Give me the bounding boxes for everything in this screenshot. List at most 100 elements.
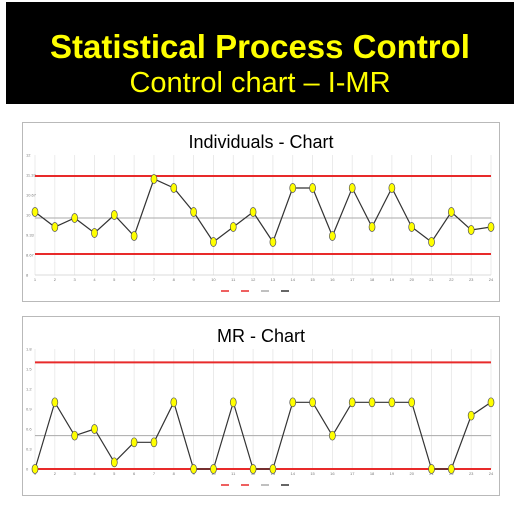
individuals-data-point	[408, 222, 416, 232]
mr-data-point	[368, 397, 376, 408]
individuals-x-tick-label: 24	[489, 277, 494, 282]
individuals-x-tick-label: 3	[74, 277, 77, 282]
individuals-x-tick-label: 13	[271, 277, 276, 282]
individuals-data-point	[348, 183, 356, 193]
mr-data-point	[309, 397, 316, 408]
individuals-data-point	[447, 207, 455, 217]
individuals-y-tick-label: 10	[26, 213, 31, 218]
individuals-x-tick-label: 1	[34, 277, 37, 282]
mr-x-tick-label: 15	[310, 471, 315, 476]
mr-x-tick-label: 19	[390, 471, 395, 476]
mr-data-point	[408, 397, 416, 408]
mr-data-point	[210, 464, 217, 474]
individuals-x-tick-label: 14	[291, 277, 296, 282]
individuals-x-tick-label: 8	[173, 277, 176, 282]
mr-y-tick-label: 0.6	[26, 427, 32, 432]
individuals-x-tick-label: 4	[93, 277, 96, 282]
individuals-data-point	[110, 210, 118, 220]
individuals-y-tick-label: 8.67	[26, 253, 35, 258]
mr-data-point	[467, 410, 475, 421]
individuals-data-point	[130, 231, 138, 241]
individuals-chart-title: Individuals - Chart	[188, 132, 333, 152]
individuals-y-tick-label: 8	[26, 273, 29, 278]
individuals-chart-panel: Individuals - Chart 8 8.67 9.33 10 10.67 11.33…	[22, 122, 500, 302]
individuals-y-tick-label: 10.67	[26, 193, 37, 198]
title-banner: Statistical Process Control Control char…	[6, 2, 514, 104]
individuals-x-tick-label: 10	[211, 277, 216, 282]
individuals-data-point	[428, 237, 435, 247]
mr-y-tick-label: 0.3	[26, 447, 32, 452]
mr-data-point	[51, 397, 59, 408]
individuals-x-tick-label: 19	[390, 277, 395, 282]
individuals-x-tick-label: 12	[251, 277, 256, 282]
mr-data-point	[269, 464, 277, 474]
mr-x-tick-label: 2	[54, 471, 57, 476]
individuals-x-tick-label: 20	[409, 277, 414, 282]
mr-data-point	[289, 397, 297, 408]
individuals-data-point	[368, 222, 376, 232]
mr-data-point	[428, 464, 435, 474]
individuals-x-tick-label: 9	[192, 277, 195, 282]
mr-data-point	[329, 430, 336, 441]
individuals-data-point	[487, 222, 495, 232]
mr-chart-panel: MR - Chart00.30.60.91.21.51.812345678910…	[22, 316, 500, 496]
individuals-data-point	[51, 222, 59, 232]
mr-x-tick-label: 7	[153, 471, 156, 476]
individuals-x-tick-label: 7	[153, 277, 156, 282]
mr-data-point	[190, 464, 197, 474]
individuals-data-point	[170, 183, 178, 193]
individuals-x-tick-label: 23	[469, 277, 474, 282]
individuals-data-point	[210, 237, 217, 247]
mr-chart: MR - Chart00.30.60.91.21.51.812345678910…	[26, 326, 495, 486]
mr-data-point	[249, 464, 257, 474]
individuals-data-point	[329, 231, 336, 241]
mr-chart-title: MR - Chart	[217, 326, 305, 346]
individuals-x-tick-label: 17	[350, 277, 355, 282]
mr-x-tick-label: 6	[133, 471, 136, 476]
individuals-data-point	[269, 237, 277, 247]
individuals-data-point	[190, 207, 197, 217]
mr-x-tick-label: 16	[330, 471, 335, 476]
individuals-x-tick-label: 22	[449, 277, 454, 282]
mr-x-tick-label: 11	[231, 471, 236, 476]
individuals-y-tick-label: 12	[26, 153, 31, 158]
mr-x-tick-label: 20	[409, 471, 414, 476]
individuals-data-point	[289, 183, 297, 193]
mr-data-point	[110, 457, 118, 468]
mr-x-tick-label: 14	[291, 471, 296, 476]
mr-x-tick-label: 4	[93, 471, 96, 476]
mr-data-point	[130, 437, 138, 448]
mr-data-point	[71, 430, 79, 441]
individuals-x-tick-label: 11	[231, 277, 236, 282]
mr-y-tick-label: 0.9	[26, 407, 32, 412]
individuals-data-point	[91, 228, 98, 238]
mr-data-line	[34, 400, 492, 470]
mr-y-tick-label: 1.2	[26, 387, 32, 392]
mr-x-tick-label: 3	[74, 471, 77, 476]
mr-data-point	[348, 397, 356, 408]
mr-x-tick-label: 24	[489, 471, 494, 476]
individuals-data-point	[71, 213, 79, 223]
banner-subtitle: Control chart – I-MR	[129, 67, 391, 99]
mr-x-tick-label: 8	[173, 471, 176, 476]
mr-data-point	[487, 397, 495, 408]
individuals-data-point	[249, 207, 257, 217]
mr-x-tick-label: 18	[370, 471, 375, 476]
mr-data-point	[229, 397, 237, 408]
individuals-data-point	[309, 183, 316, 193]
mr-data-point	[91, 424, 98, 434]
mr-y-tick-label: 0	[26, 467, 29, 472]
mr-data-point	[447, 464, 455, 474]
individuals-x-tick-label: 6	[133, 277, 136, 282]
individuals-y-tick-label: 9.33	[26, 233, 35, 238]
individuals-x-tick-label: 5	[113, 277, 116, 282]
mr-x-tick-label: 5	[113, 471, 116, 476]
mr-y-tick-label: 1.8	[26, 347, 32, 352]
individuals-x-tick-label: 21	[429, 277, 434, 282]
individuals-x-tick-label: 15	[310, 277, 315, 282]
individuals-x-tick-label: 2	[54, 277, 57, 282]
mr-x-tick-label: 23	[469, 471, 474, 476]
individuals-data-point	[31, 207, 39, 217]
individuals-data-point	[150, 174, 158, 184]
individuals-chart: Individuals - Chart 8 8.67 9.33 10 10.67 11.33…	[26, 132, 495, 292]
